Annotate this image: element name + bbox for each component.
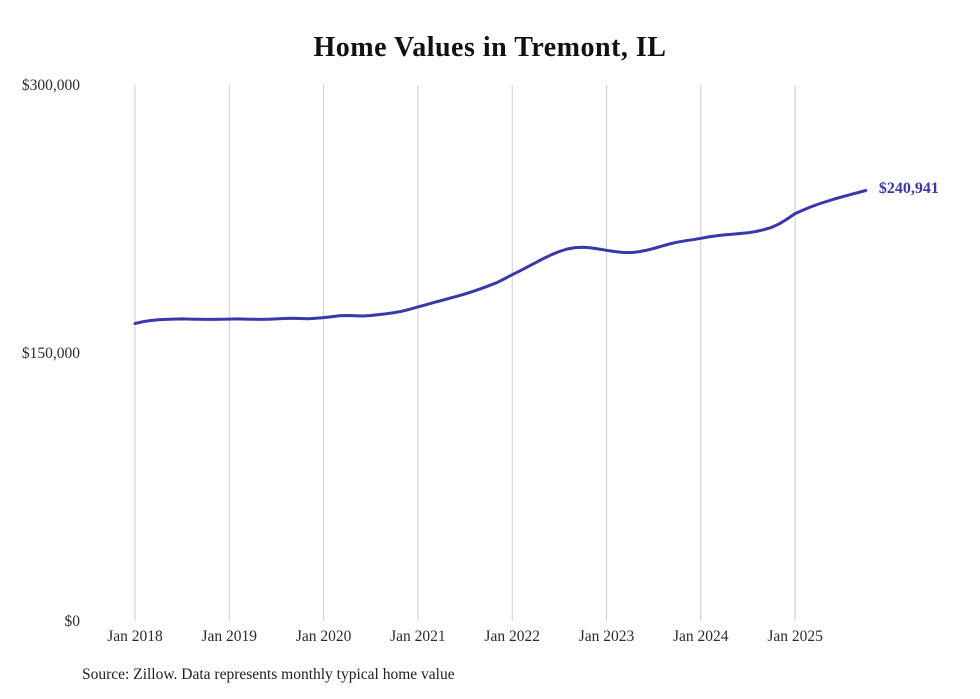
home-value-line bbox=[133, 189, 868, 325]
y-axis-tick-label: $300,000 bbox=[22, 77, 80, 94]
x-axis-tick-label: Jan 2022 bbox=[484, 628, 540, 645]
x-axis-tick-label: Jan 2025 bbox=[767, 628, 823, 645]
x-axis-tick-label: Jan 2018 bbox=[107, 628, 163, 645]
x-axis-tick-label: Jan 2020 bbox=[296, 628, 352, 645]
x-axis-tick-label: Jan 2024 bbox=[673, 628, 729, 645]
y-axis-tick-label: $0 bbox=[65, 613, 81, 630]
source-note: Source: Zillow. Data represents monthly … bbox=[82, 666, 455, 683]
x-axis-tick-label: Jan 2019 bbox=[202, 628, 258, 645]
x-axis-tick-label: Jan 2023 bbox=[579, 628, 635, 645]
chart-title: Home Values in Tremont, IL bbox=[313, 32, 667, 63]
x-axis-tick-label: Jan 2021 bbox=[390, 628, 446, 645]
y-axis-tick-label: $150,000 bbox=[22, 345, 80, 362]
latest-value-label: $240,941 bbox=[878, 179, 939, 197]
